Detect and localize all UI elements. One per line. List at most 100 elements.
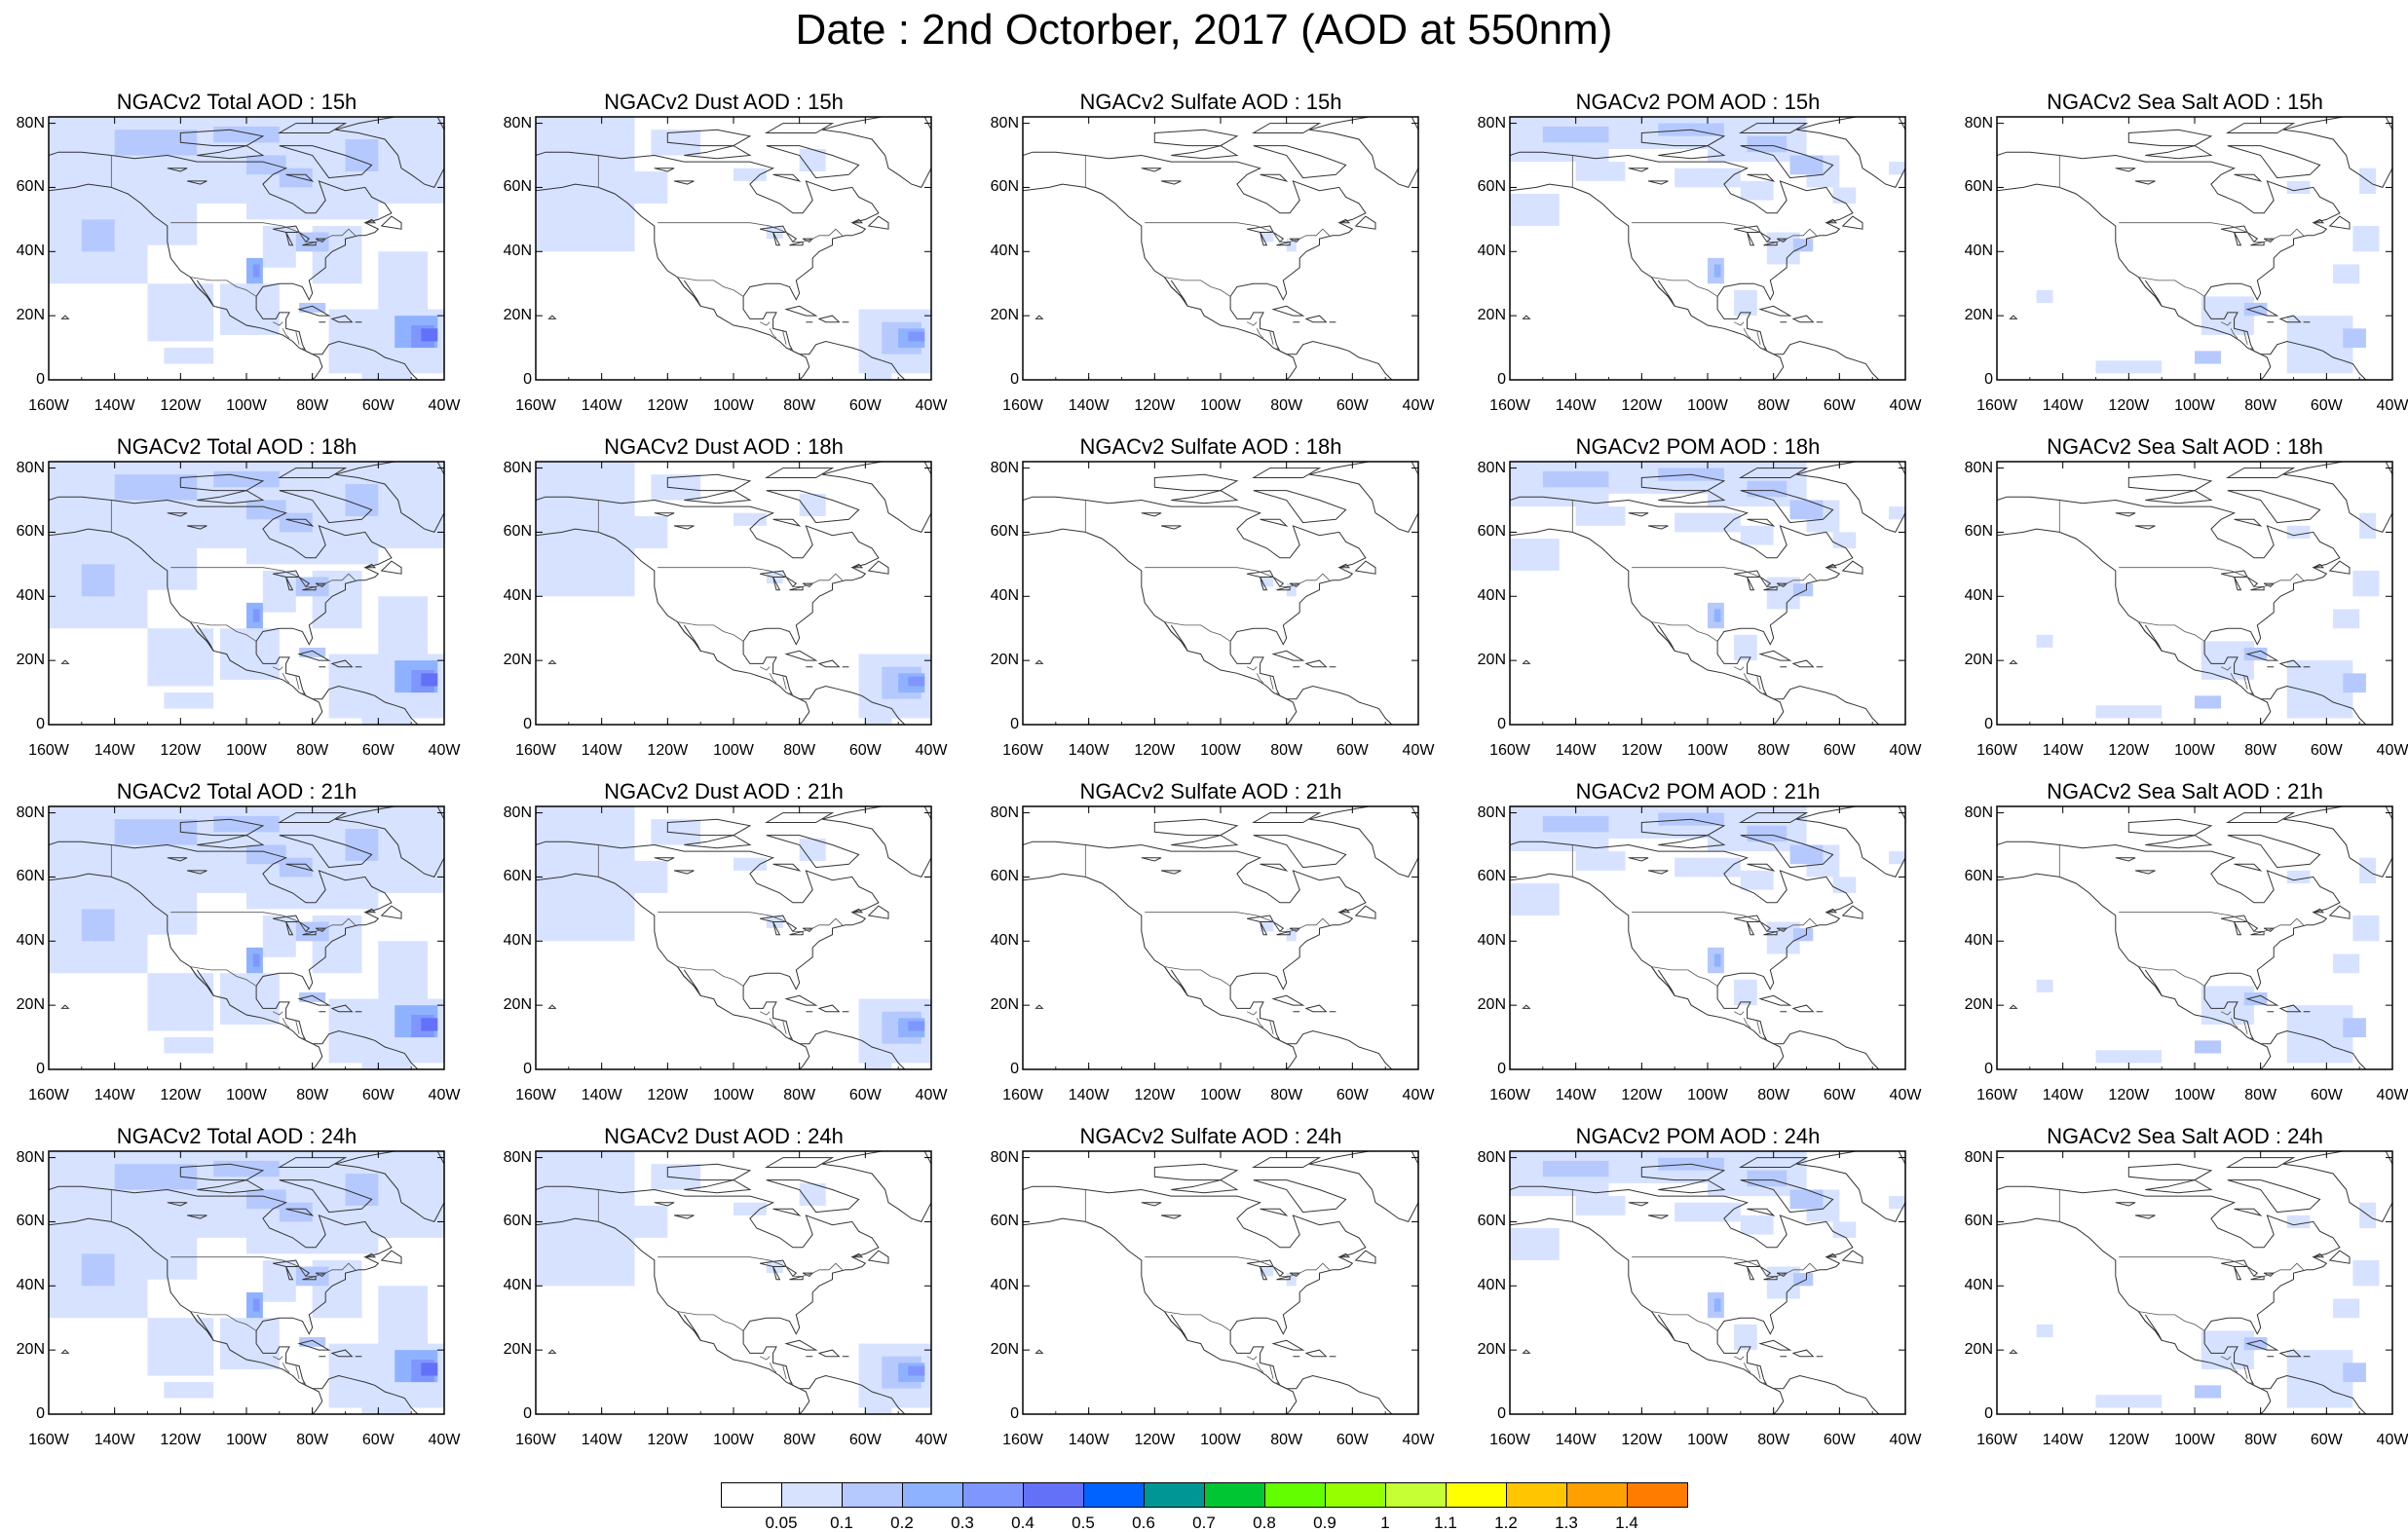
coastline xyxy=(2138,621,2163,652)
coastline xyxy=(851,218,864,224)
lat-tick-label: 0 xyxy=(523,1405,532,1422)
lon-tick-label: 100W xyxy=(2174,742,2215,759)
aod-shading xyxy=(1260,1266,1274,1277)
coastline xyxy=(673,180,695,185)
coastline xyxy=(1825,908,1838,914)
lon-tick-label: 80W xyxy=(783,1087,816,1103)
coastline xyxy=(60,315,70,319)
lat-tick-label: 60N xyxy=(1477,1213,1506,1230)
coastline xyxy=(2250,585,2265,591)
coastline xyxy=(2225,1157,2296,1168)
coastline xyxy=(1023,151,1367,355)
lat-tick-label: 80N xyxy=(990,114,1019,131)
coastline xyxy=(1035,315,1044,319)
coastline xyxy=(2313,908,2325,914)
country-border xyxy=(1269,676,1274,690)
lon-tick-label: 60W xyxy=(1823,1087,1856,1103)
aod-shading xyxy=(2286,1350,2353,1408)
coastline xyxy=(2115,168,2136,172)
country-border xyxy=(295,331,300,345)
map-panel: NGACv2 Total AOD : 15h 80N 60N 40N 20N 0 160W 1… xyxy=(0,90,481,434)
lon-tick-label: 60W xyxy=(848,742,882,759)
coastline xyxy=(2260,685,2367,725)
lon-tick-label: 100W xyxy=(226,742,267,759)
coastline xyxy=(1763,585,1778,591)
lon-tick-label: 40W xyxy=(1889,1087,1922,1103)
panel-title: NGACv2 Total AOD : 24h xyxy=(116,1124,357,1148)
lon-tick-label: 160W xyxy=(1489,1087,1530,1103)
country-border xyxy=(1756,1021,1761,1034)
lat-tick-label: 0 xyxy=(523,371,532,388)
coastline xyxy=(2250,241,2265,246)
aod-shading xyxy=(799,1182,826,1206)
coastline xyxy=(1658,1179,1726,1194)
coastline xyxy=(1651,621,1675,652)
coastline xyxy=(2278,1004,2302,1013)
aod-shading xyxy=(213,126,280,143)
coastline xyxy=(315,238,327,243)
country-border xyxy=(1756,331,1761,345)
aod-shading xyxy=(1260,232,1274,243)
coastline xyxy=(2328,1250,2351,1264)
coastline xyxy=(822,117,931,189)
lon-tick-label: 140W xyxy=(1555,742,1597,759)
lat-tick-label: 80N xyxy=(1477,803,1506,821)
aod-shading xyxy=(1713,953,1721,967)
coastline xyxy=(799,1374,906,1414)
coastline xyxy=(684,1179,752,1194)
lat-tick-label: 80N xyxy=(990,1148,1019,1166)
lon-tick-label: 160W xyxy=(1002,1087,1043,1103)
lat-tick-label: 40N xyxy=(503,587,532,605)
colorbar-label: 1.2 xyxy=(1494,1513,1518,1532)
coastline xyxy=(1289,582,1301,588)
panel-title: NGACv2 Total AOD : 21h xyxy=(116,779,357,803)
coastline xyxy=(536,841,880,1045)
lon-tick-label: 120W xyxy=(647,742,689,759)
lat-tick-label: 0 xyxy=(36,1405,45,1422)
coastline xyxy=(2250,1275,2265,1281)
map-panel: NGACv2 Sulfate AOD : 24h 80N 60N 40N 20N 0 160… xyxy=(974,1124,1455,1469)
lon-tick-label: 100W xyxy=(1687,1432,1728,1448)
coastline xyxy=(1035,659,1044,664)
aod-shading xyxy=(1542,470,1609,488)
aod-shading xyxy=(2286,316,2353,374)
lon-tick-label: 60W xyxy=(1336,1432,1369,1448)
coastline xyxy=(673,1214,695,1219)
coastline xyxy=(1825,563,1838,569)
aod-map xyxy=(1996,461,2393,726)
lon-tick-label: 140W xyxy=(1068,742,1110,759)
coastline xyxy=(1171,835,1239,849)
aod-shading xyxy=(1789,844,1824,865)
aod-shading xyxy=(246,1189,286,1210)
country-border xyxy=(1276,1036,1281,1041)
country-border xyxy=(759,1011,771,1016)
coastline xyxy=(817,315,841,323)
lon-tick-label: 60W xyxy=(361,742,395,759)
aod-map xyxy=(535,1150,932,1415)
lon-tick-label: 80W xyxy=(296,742,329,759)
lon-tick-label: 120W xyxy=(647,397,689,414)
aod-shading xyxy=(1889,851,1905,865)
aod-shading xyxy=(2352,1259,2380,1287)
coastline xyxy=(1338,908,1351,914)
lat-tick-label: 0 xyxy=(36,1061,45,1077)
lon-tick-label: 120W xyxy=(1134,397,1176,414)
coastline xyxy=(1776,927,1788,933)
coastline xyxy=(335,1151,444,1223)
lat-tick-label: 80N xyxy=(503,114,532,131)
country-border xyxy=(2230,328,2239,339)
coastline xyxy=(297,650,331,661)
aod-shading xyxy=(651,474,701,501)
lat-tick-label: 20N xyxy=(503,652,532,669)
lon-tick-label: 60W xyxy=(2310,1087,2343,1103)
coastline xyxy=(1791,315,1815,323)
coastline xyxy=(684,835,752,849)
lat-tick-label: 0 xyxy=(1010,716,1019,732)
map-panel: NGACv2 Sea Salt AOD : 21h 80N 60N 40N 20N 0 16… xyxy=(1948,779,2408,1124)
coastline xyxy=(1160,180,1182,185)
coastline xyxy=(822,1151,931,1223)
lon-tick-label: 140W xyxy=(581,742,622,759)
lat-tick-label: 40N xyxy=(1964,587,1993,605)
country-border xyxy=(2119,222,2304,243)
country-border xyxy=(1269,1365,1274,1379)
